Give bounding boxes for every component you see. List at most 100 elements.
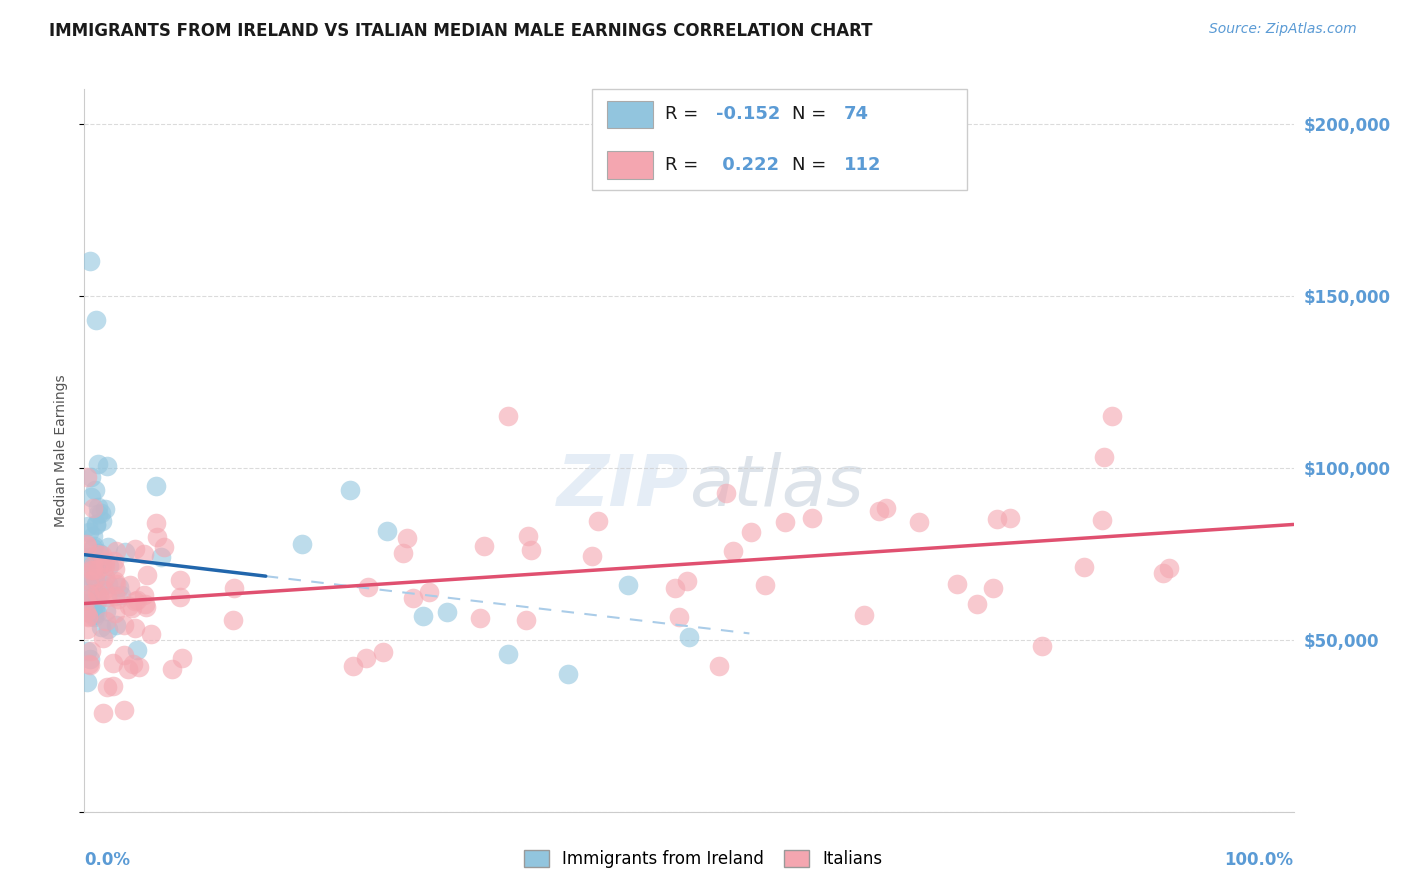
Point <box>981 581 1004 595</box>
Text: IMMIGRANTS FROM IRELAND VS ITALIAN MEDIAN MALE EARNINGS CORRELATION CHART: IMMIGRANTS FROM IRELAND VS ITALIAN MEDIA… <box>49 22 873 40</box>
Point <box>966 598 988 612</box>
Text: R =: R = <box>665 156 704 174</box>
Point <box>342 658 364 673</box>
Point <box>112 648 135 662</box>
Point <box>104 589 127 603</box>
Point <box>515 613 537 627</box>
Point <box>146 530 169 544</box>
Point <box>740 524 762 539</box>
Point <box>135 599 157 614</box>
Point <box>998 511 1021 525</box>
Point <box>581 549 603 563</box>
Point <box>79 606 101 620</box>
Point <box>80 602 103 616</box>
Point <box>716 486 738 500</box>
Point <box>87 590 110 604</box>
Point <box>90 549 112 563</box>
Y-axis label: Median Male Earnings: Median Male Earnings <box>53 374 67 527</box>
Point <box>516 529 538 543</box>
Point <box>1092 450 1115 464</box>
Point <box>96 459 118 474</box>
Point <box>84 571 107 585</box>
Point <box>77 574 100 589</box>
Point <box>875 501 897 516</box>
Point <box>160 661 183 675</box>
Text: atlas: atlas <box>689 452 863 521</box>
Point <box>94 614 117 628</box>
Point <box>83 573 105 587</box>
Point <box>83 610 105 624</box>
Point <box>125 592 148 607</box>
Point <box>723 544 745 558</box>
Point <box>86 586 108 600</box>
FancyBboxPatch shape <box>607 151 652 179</box>
Point <box>87 546 110 560</box>
Point <box>104 562 127 576</box>
Point <box>134 547 156 561</box>
Point <box>586 514 609 528</box>
Point <box>91 557 114 571</box>
Point <box>75 605 97 619</box>
Point <box>436 605 458 619</box>
Point <box>83 549 105 563</box>
Point <box>775 516 797 530</box>
Point <box>169 590 191 604</box>
Point <box>375 524 398 539</box>
Point <box>83 483 105 498</box>
Point <box>86 312 108 326</box>
Point <box>83 558 105 573</box>
Point <box>853 607 876 622</box>
Point <box>800 510 823 524</box>
Point <box>396 531 419 545</box>
Point <box>139 627 162 641</box>
Point <box>1101 409 1123 423</box>
Point <box>91 706 114 720</box>
Point <box>79 657 101 672</box>
Point <box>82 541 104 555</box>
Point <box>80 490 103 504</box>
Point <box>104 607 127 621</box>
Point <box>107 580 129 594</box>
Point <box>1152 566 1174 581</box>
Point <box>97 622 120 636</box>
Point <box>103 554 125 568</box>
Point <box>107 591 129 606</box>
Point <box>83 539 105 553</box>
Point <box>134 597 156 611</box>
Point <box>1091 513 1114 527</box>
Point <box>668 609 690 624</box>
Point <box>80 563 103 577</box>
Point <box>96 681 118 695</box>
Point <box>83 608 105 623</box>
Point <box>86 606 108 620</box>
Legend: Immigrants from Ireland, Italians: Immigrants from Ireland, Italians <box>517 843 889 875</box>
Point <box>86 562 108 576</box>
Point <box>125 643 148 657</box>
FancyBboxPatch shape <box>592 89 967 190</box>
Point <box>128 660 150 674</box>
Point <box>79 254 101 268</box>
Point <box>117 662 139 676</box>
Point <box>87 500 110 514</box>
Point <box>80 469 103 483</box>
Point <box>124 594 146 608</box>
Point <box>418 585 440 599</box>
Text: 74: 74 <box>844 105 869 123</box>
Point <box>110 588 132 602</box>
Point <box>112 617 135 632</box>
Point <box>557 667 579 681</box>
Point <box>105 617 128 632</box>
Point <box>339 483 361 498</box>
Point <box>94 603 117 617</box>
Point <box>86 516 108 531</box>
Point <box>120 577 142 591</box>
Point <box>121 601 143 615</box>
Point <box>76 470 98 484</box>
Point <box>90 620 112 634</box>
Point <box>82 558 104 573</box>
Point <box>112 702 135 716</box>
Point <box>75 593 97 607</box>
Point <box>907 515 929 529</box>
Point <box>86 507 108 521</box>
Point <box>76 674 98 689</box>
